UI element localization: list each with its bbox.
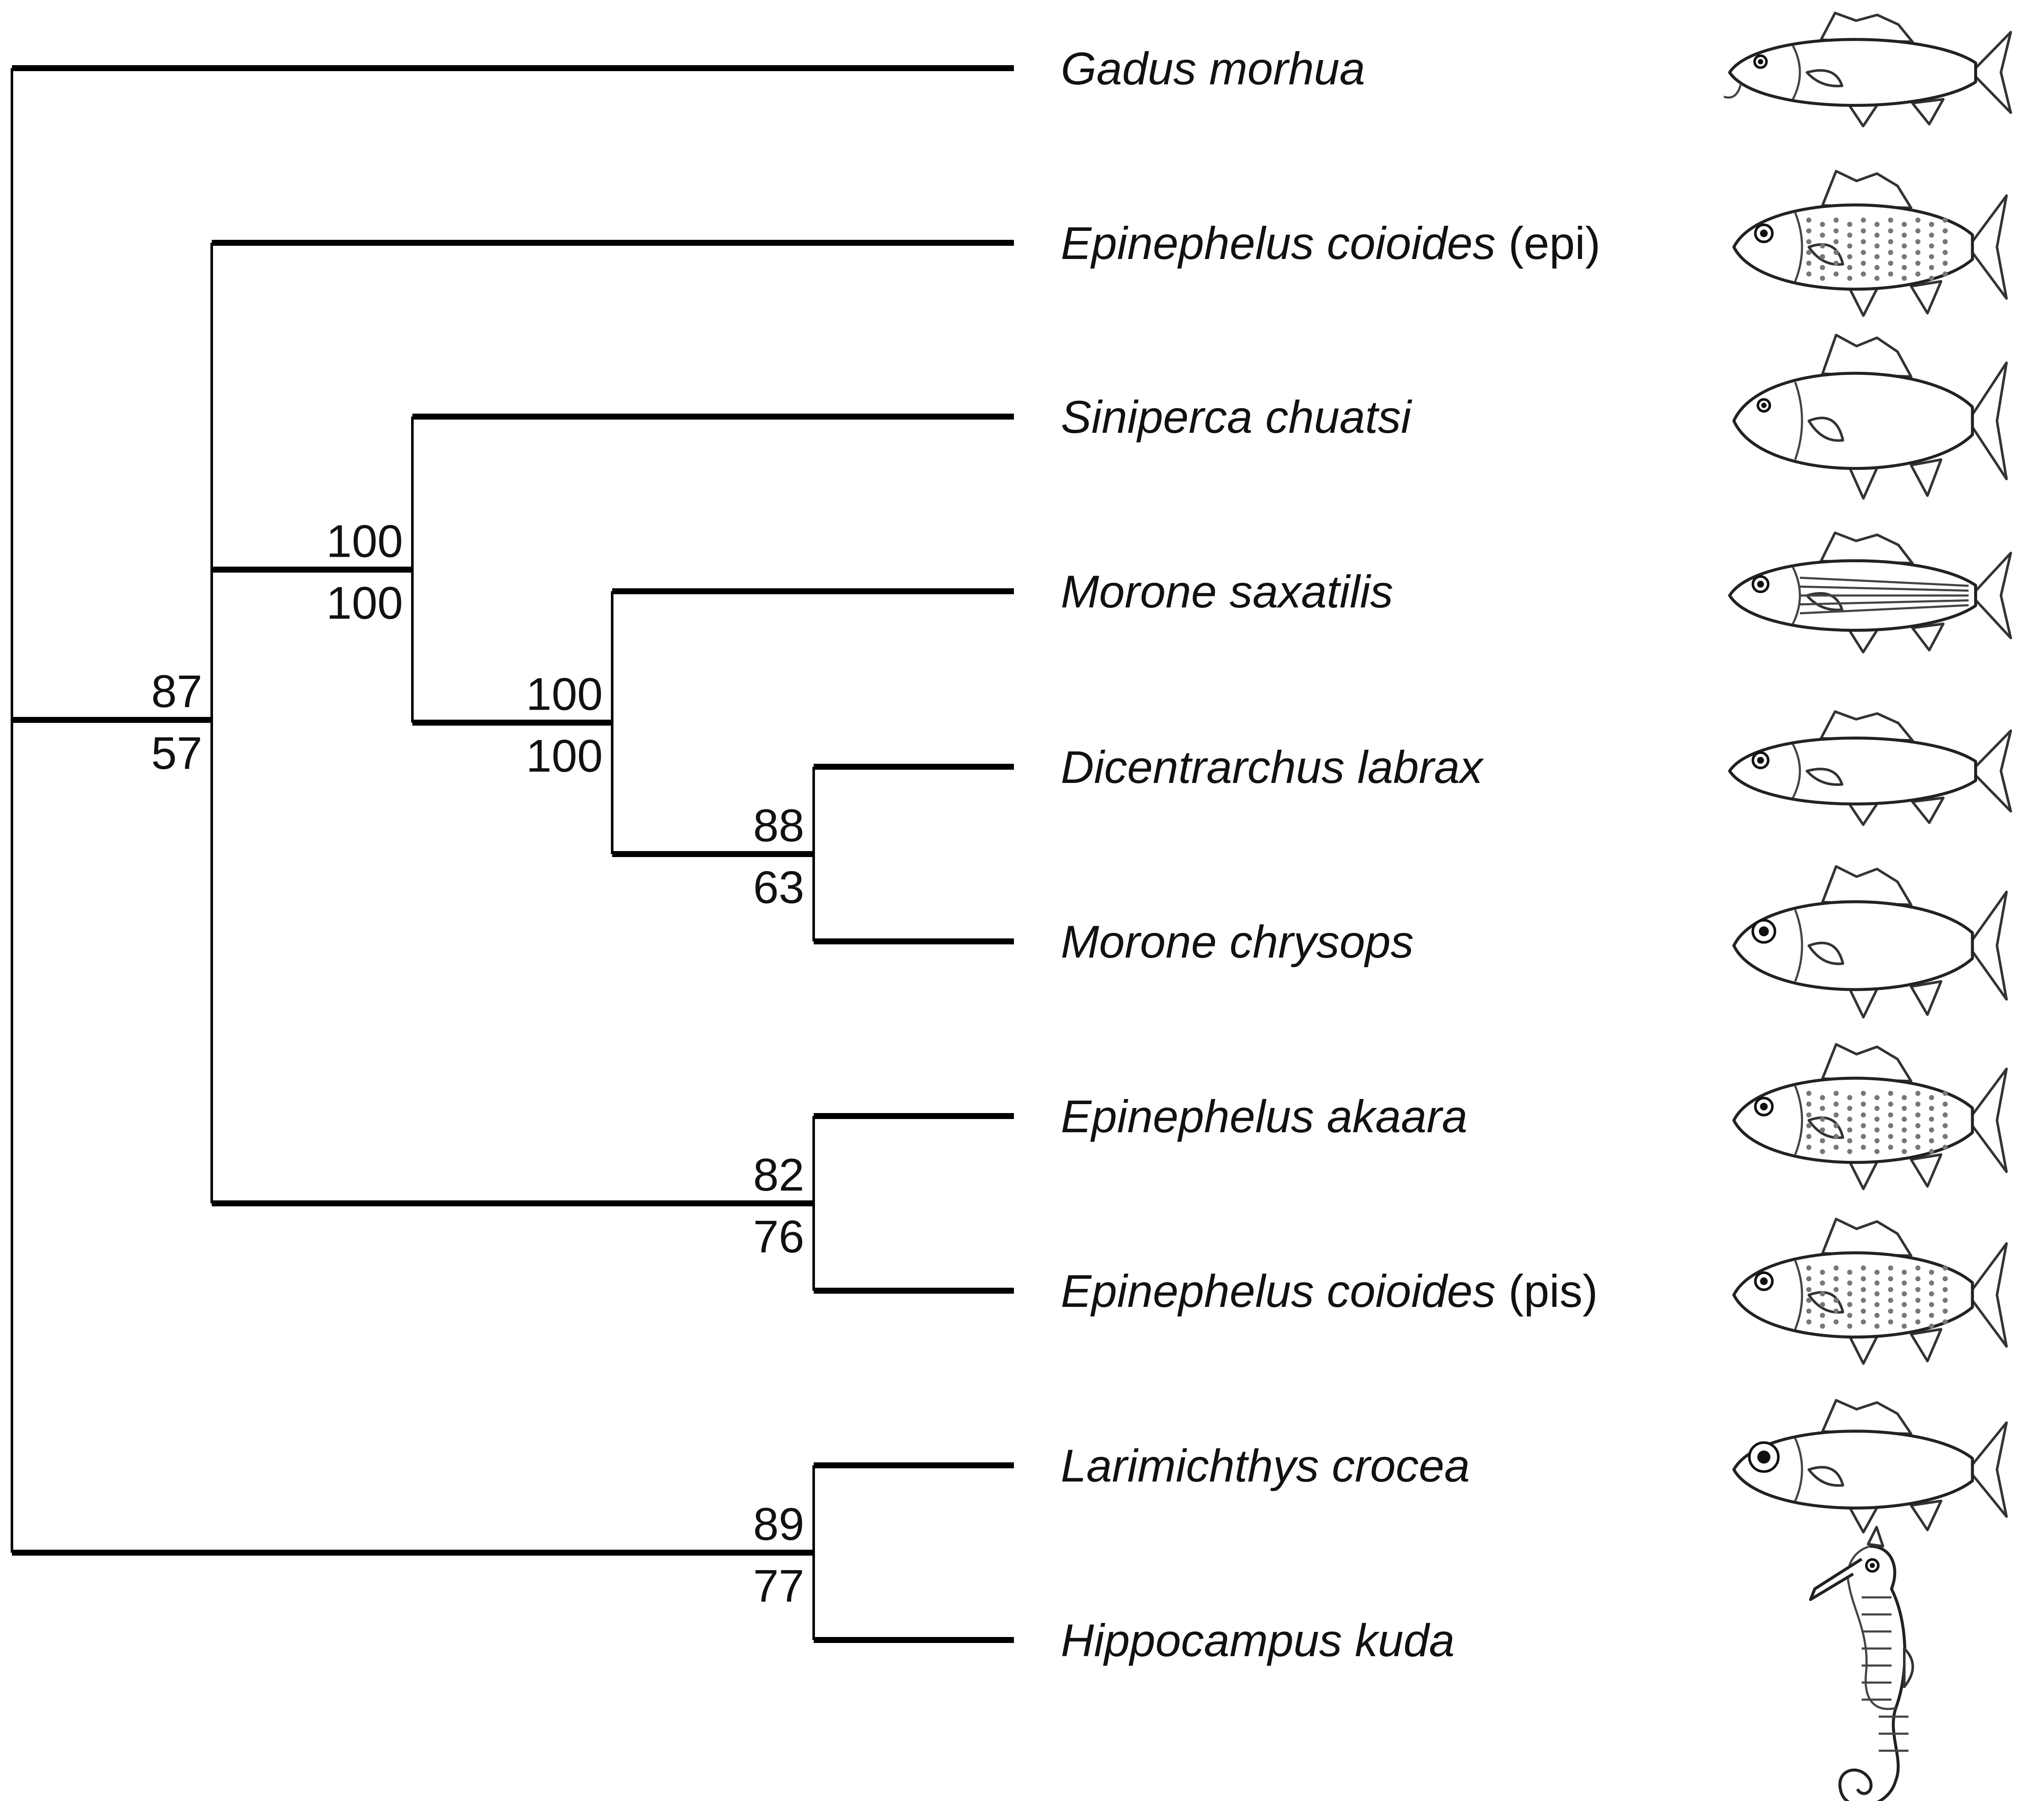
taxon-label-hippocampus: Hippocampus kuda — [1061, 1614, 1455, 1666]
species-name: Larimichthys crocea — [1061, 1440, 1470, 1491]
support-labels: 87 57 100 100 100 100 88 63 82 76 89 77 — [151, 515, 804, 1611]
mandarin-fish-drawing — [1732, 334, 2008, 500]
taxon-label-siniperca: Siniperca chuatsi — [1061, 391, 1412, 443]
taxon-label-dicentrarchus: Dicentrarchus labrax — [1061, 741, 1484, 793]
grouper-drawing — [1732, 1217, 2008, 1365]
sea-bass-drawing — [1728, 710, 2012, 826]
species-name: Morone saxatilis — [1061, 566, 1393, 617]
support-value-top-c_dic_chr: 88 — [753, 800, 804, 851]
tree-branches — [11, 65, 1014, 1643]
species-name: Morone chrysops — [1061, 916, 1414, 967]
species-name: Hippocampus kuda — [1061, 1614, 1455, 1666]
support-value-top-c_akaara: 82 — [753, 1149, 804, 1200]
support-value-bottom-c_akaara: 76 — [753, 1211, 804, 1262]
support-value-bottom-c_sini_group: 100 — [326, 577, 403, 628]
support-value-top-c_sini_group: 100 — [326, 515, 403, 567]
support-value-top-c_ingroup: 87 — [151, 665, 202, 717]
species-name: Siniperca chuatsi — [1061, 391, 1412, 443]
white-bass-drawing — [1732, 865, 2008, 1018]
species-name: Epinephelus coioides — [1061, 217, 1496, 269]
taxon-label-gadus: Gadus morhua — [1061, 43, 1365, 94]
gene-copy-suffix: (pis) — [1496, 1265, 1598, 1317]
seahorse-drawing — [1809, 1526, 1914, 1801]
striped-bass-drawing — [1728, 531, 2012, 653]
support-value-bottom-c_lar_hip: 77 — [753, 1560, 804, 1611]
taxon-label-morone_chr: Morone chrysops — [1061, 916, 1414, 967]
species-name: Gadus morhua — [1061, 43, 1365, 94]
support-value-bottom-c_morone_group: 100 — [526, 730, 603, 782]
grouper-drawing — [1732, 170, 2008, 317]
grouper-drawing — [1732, 1043, 2008, 1190]
support-value-top-c_lar_hip: 89 — [753, 1498, 804, 1550]
support-value-top-c_morone_group: 100 — [526, 668, 603, 720]
fish-illustrations — [1723, 12, 2012, 1801]
support-value-bottom-c_dic_chr: 63 — [753, 861, 804, 913]
taxon-labels: Gadus morhua Epinephelus coioides (epi) Si… — [1061, 43, 1601, 1666]
species-name: Epinephelus akaara — [1061, 1090, 1468, 1142]
taxon-label-epi_akaara: Epinephelus akaara — [1061, 1090, 1468, 1142]
support-value-bottom-c_ingroup: 57 — [151, 727, 202, 779]
croaker-drawing — [1732, 1399, 2008, 1533]
cod-drawing — [1723, 12, 2012, 127]
taxon-label-epi_epi: Epinephelus coioides (epi) — [1061, 217, 1601, 269]
gene-copy-suffix: (epi) — [1496, 217, 1601, 269]
taxon-label-larimichthys: Larimichthys crocea — [1061, 1440, 1470, 1491]
species-name: Epinephelus coioides — [1061, 1265, 1496, 1317]
taxon-label-morone_sax: Morone saxatilis — [1061, 566, 1393, 617]
species-name: Dicentrarchus labrax — [1061, 741, 1484, 793]
taxon-label-epi_pis: Epinephelus coioides (pis) — [1061, 1265, 1598, 1317]
